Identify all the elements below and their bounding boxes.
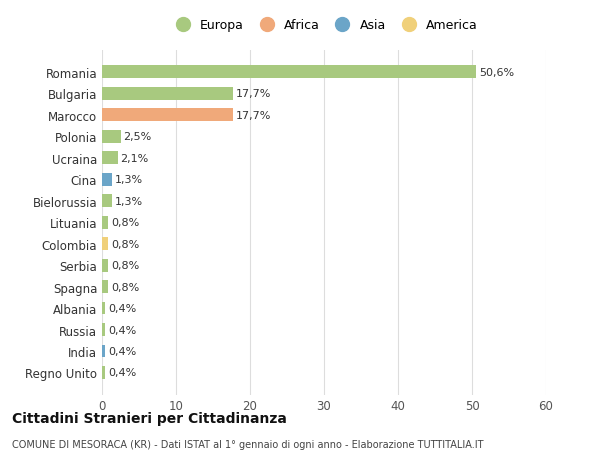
- Text: 2,5%: 2,5%: [124, 132, 152, 142]
- Bar: [102, 238, 108, 251]
- Bar: [102, 152, 118, 165]
- Legend: Europa, Africa, Asia, America: Europa, Africa, Asia, America: [170, 19, 478, 32]
- Text: 17,7%: 17,7%: [236, 111, 271, 120]
- Text: 0,8%: 0,8%: [111, 239, 139, 249]
- Text: 0,8%: 0,8%: [111, 282, 139, 292]
- Bar: [102, 366, 105, 379]
- Text: 0,4%: 0,4%: [108, 346, 136, 356]
- Text: 17,7%: 17,7%: [236, 89, 271, 99]
- Bar: [102, 302, 105, 315]
- Bar: [102, 66, 476, 79]
- Text: 1,3%: 1,3%: [115, 175, 143, 185]
- Bar: [102, 345, 105, 358]
- Bar: [102, 259, 108, 272]
- Bar: [102, 174, 112, 186]
- Text: 2,1%: 2,1%: [121, 153, 149, 163]
- Bar: [102, 323, 105, 336]
- Bar: [102, 216, 108, 229]
- Bar: [102, 195, 112, 207]
- Bar: [102, 88, 233, 101]
- Text: COMUNE DI MESORACA (KR) - Dati ISTAT al 1° gennaio di ogni anno - Elaborazione T: COMUNE DI MESORACA (KR) - Dati ISTAT al …: [12, 440, 484, 449]
- Text: 50,6%: 50,6%: [479, 67, 515, 78]
- Bar: [102, 130, 121, 143]
- Bar: [102, 280, 108, 293]
- Text: 0,4%: 0,4%: [108, 325, 136, 335]
- Text: Cittadini Stranieri per Cittadinanza: Cittadini Stranieri per Cittadinanza: [12, 411, 287, 425]
- Text: 0,4%: 0,4%: [108, 368, 136, 378]
- Text: 1,3%: 1,3%: [115, 196, 143, 206]
- Text: 0,8%: 0,8%: [111, 218, 139, 228]
- Text: 0,8%: 0,8%: [111, 261, 139, 270]
- Bar: [102, 109, 233, 122]
- Text: 0,4%: 0,4%: [108, 303, 136, 313]
